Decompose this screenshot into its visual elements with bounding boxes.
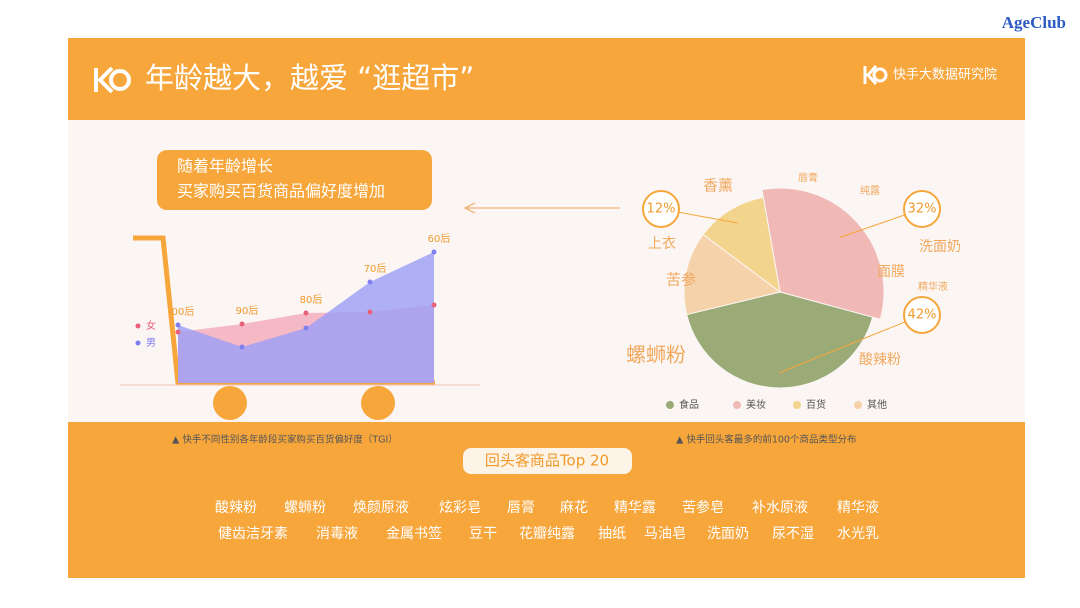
pie-slice xyxy=(686,291,874,389)
pie-slice xyxy=(702,196,781,294)
pie-annotation: 精华液 xyxy=(918,280,948,293)
top20-item: 水光乳 xyxy=(837,526,879,542)
top20-item: 抽纸 xyxy=(598,526,626,542)
percent-label: 32% xyxy=(908,202,937,217)
top20-item: 唇膏 xyxy=(507,499,535,516)
percent-label: 12% xyxy=(647,202,676,217)
top20-item: 精华露 xyxy=(614,500,656,516)
bubble xyxy=(903,296,941,334)
pie-annotation: 洗面奶 xyxy=(919,239,961,255)
legend-dot xyxy=(793,401,801,409)
top20-item: 消毒液 xyxy=(316,526,358,542)
point xyxy=(303,325,309,331)
pie-annotation: 面膜 xyxy=(877,264,905,280)
point xyxy=(175,329,181,335)
top20-title: 回头客商品Top 20 xyxy=(485,452,609,470)
top20-item: 健齿洁牙素 xyxy=(218,526,288,542)
bubble xyxy=(903,190,941,228)
pie-annotation: 唇膏 xyxy=(798,171,818,184)
bubble xyxy=(642,190,680,228)
pie-annotation: 苦参 xyxy=(666,271,696,289)
category-label: 80后 xyxy=(300,294,323,306)
top20-item: 螺蛳粉 xyxy=(284,500,326,516)
legend-label: 其他 xyxy=(867,398,887,411)
pie-annotation: 螺蛳粉 xyxy=(626,343,686,367)
legend-dot xyxy=(666,401,674,409)
pie-annotation: 上衣 xyxy=(648,236,676,252)
legend-label: 食品 xyxy=(679,398,699,411)
point xyxy=(239,344,245,350)
brand: 快手大数据研究院 xyxy=(893,68,997,83)
point xyxy=(175,322,181,328)
caption: ▲ 快手回头客最多的前100个商品类型分布 xyxy=(676,434,856,446)
legend-label: 百货 xyxy=(806,398,826,411)
top20-pill xyxy=(463,448,632,474)
caption: ▲ 快手不同性别各年龄段买家购买百货偏好度（TGI） xyxy=(172,434,398,446)
category-label: 90后 xyxy=(236,305,259,317)
legend-dot xyxy=(854,401,862,409)
top20-item: 焕颜原液 xyxy=(353,499,409,516)
logo-icon xyxy=(94,65,888,94)
legend-label: 男 xyxy=(146,337,156,349)
top20-item: 金属书签 xyxy=(386,525,442,542)
area xyxy=(178,252,434,383)
legend-dot xyxy=(135,323,141,329)
top20-item: 尿不湿 xyxy=(772,526,814,542)
point xyxy=(431,302,437,308)
point xyxy=(367,309,373,315)
percent-label: 42% xyxy=(908,308,937,323)
top20-item: 豆干 xyxy=(469,526,497,542)
arrow xyxy=(463,202,620,214)
top20-item: 补水原液 xyxy=(752,500,808,516)
legend-dot xyxy=(733,401,741,409)
legend-label: 女 xyxy=(146,319,156,332)
callout-line: 买家购买百货商品偏好度增加 xyxy=(177,182,385,201)
pie-annotation: 酸辣粉 xyxy=(859,352,901,368)
callout-line: 随着年龄增长 xyxy=(177,157,273,176)
pie-annotation: 香薰 xyxy=(703,177,733,195)
leader xyxy=(778,314,923,374)
top20-item: 酸辣粉 xyxy=(215,500,257,516)
point xyxy=(239,321,245,327)
top20-item: 麻花 xyxy=(560,500,588,516)
top20-item: 炫彩皂 xyxy=(439,500,481,516)
top20-item: 花瓣纯露 xyxy=(519,526,575,542)
category-label: 70后 xyxy=(364,263,387,275)
top20-item: 马油皂 xyxy=(644,526,686,542)
pie-slice xyxy=(683,233,782,316)
legend-dot xyxy=(135,340,141,346)
category-label: 00后 xyxy=(172,306,195,318)
point xyxy=(367,279,373,285)
cart xyxy=(120,235,480,420)
legend-label: 美妆 xyxy=(746,398,766,411)
category-label: 60后 xyxy=(428,233,451,245)
callout-box xyxy=(157,150,432,210)
pie-slice xyxy=(761,187,885,320)
corner-logo: AgeClub xyxy=(1002,13,1066,32)
top20-item: 苦参皂 xyxy=(682,499,724,516)
point xyxy=(303,310,309,316)
point xyxy=(431,249,437,255)
title: 年龄越大，越爱 “逛超市” xyxy=(145,61,474,95)
top20-item: 洗面奶 xyxy=(707,526,749,542)
top20-item: 精华液 xyxy=(837,500,879,516)
pie-annotation: 纯露 xyxy=(860,184,880,197)
